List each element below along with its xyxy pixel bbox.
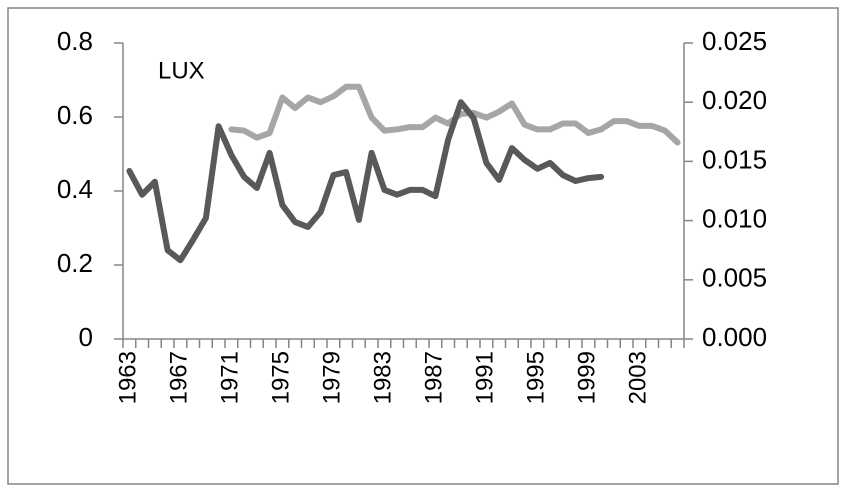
y2-tick-label: 0.020 [702,85,767,115]
x-tick-label: 1971 [217,351,244,404]
x-tick-label: 2003 [625,351,652,404]
x-tick-label: 1967 [166,351,193,404]
x-tick-label: 1999 [574,351,601,404]
x-tick-label: 1975 [268,351,295,404]
y2-tick-label: 0.015 [702,144,767,174]
x-tick-label: 1991 [472,351,499,404]
chart-title: LUX [158,57,205,84]
x-tick-label: 1995 [523,351,550,404]
series-line [126,99,605,264]
y-tick-label: 0.6 [57,100,93,130]
y2-tick-label: 0.025 [702,26,767,56]
y2-tick-label: 0.005 [702,263,767,293]
x-tick-label: 1987 [421,351,448,404]
y2-tick-label: 0.000 [702,322,767,352]
y-tick-label: 0.4 [57,174,93,204]
y2-tick-label: 0.010 [702,203,767,233]
x-tick-label: 1979 [319,351,346,404]
y-tick-label: 0 [79,322,93,352]
y-tick-label: 0.8 [57,26,93,56]
x-tick-label: 1983 [370,351,397,404]
x-tick-label: 1963 [115,351,142,404]
y-tick-label: 0.2 [57,248,93,278]
chart-frame [7,7,839,485]
